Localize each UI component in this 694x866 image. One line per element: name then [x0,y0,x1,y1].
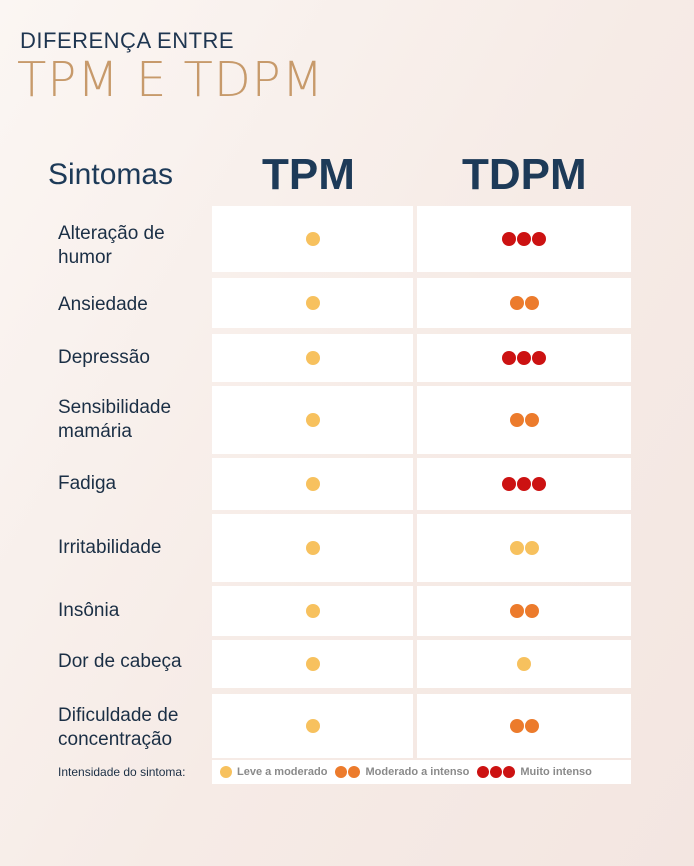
symptom-label: Insônia [58,600,120,621]
pre-title: DIFERENÇA ENTRE [20,28,235,53]
tdpm-intensity-dot [532,232,546,246]
tpm-intensity-dot [305,413,320,427]
symptom-label: Irritabilidade [58,537,162,558]
tdpm-intensity-dot [509,541,524,555]
tdpm-intensity-dot [524,413,539,427]
legend-text-moderado: Moderado a intenso [365,766,470,778]
legend-text-leve: Leve a moderado [237,766,328,778]
tpm-intensity-cell [212,694,413,758]
table-row: Irritabilidade [0,514,694,582]
legend-dot-muito [490,766,503,778]
symptom-label: Depressão [58,347,150,368]
symptom-label: Sensibilidade mamária [58,397,172,442]
tdpm-intensity-cell [417,458,631,510]
column-header-symptoms: Sintomas [48,158,174,191]
tdpm-intensity-cell [417,586,631,636]
tpm-intensity-dot [305,296,320,310]
tdpm-intensity-dot [502,232,516,246]
tdpm-intensity-dot [517,351,531,365]
tpm-intensity-cell [212,386,413,454]
table-row: Alteração de humor [0,206,694,272]
tdpm-intensity-dot [509,296,524,310]
tdpm-intensity-dot [524,719,539,733]
table-row: Depressão [0,334,694,382]
tdpm-intensity-cell [417,278,631,328]
tpm-intensity-dot [305,719,320,733]
legend-dot-muito [477,766,490,778]
symptom-label: Dificuldade de concentração [58,705,179,750]
legend-item-moderado: Moderado a intenso [335,766,469,778]
tdpm-intensity-dot [524,296,539,310]
tdpm-intensity-cell [417,386,631,454]
legend-item-leve: Leve a moderado [220,766,327,778]
legend-dot-leve [220,766,232,778]
tdpm-intensity-cell [417,694,631,758]
main-title: TPM E TDPM [17,52,325,108]
tpm-intensity-dot [305,351,320,365]
table-row: Fadiga [0,458,694,510]
tpm-intensity-dot [305,232,320,246]
tdpm-intensity-cell [417,640,631,688]
legend-dot-moderado [348,766,361,778]
legend-dot-moderado [335,766,348,778]
tpm-intensity-cell [212,206,413,272]
legend-box: Leve a moderado Moderado a intenso Muito… [212,760,631,784]
tdpm-intensity-cell [417,206,631,272]
tdpm-intensity-dot [524,604,539,618]
tpm-intensity-cell [212,514,413,582]
legend-text-muito: Muito intenso [520,766,592,778]
table-row: Insônia [0,586,694,636]
table-row: Ansiedade [0,278,694,328]
column-header-tdpm: TDPM [462,150,587,199]
tdpm-intensity-dot [517,232,531,246]
tdpm-intensity-dot [502,351,516,365]
tdpm-intensity-dot [509,413,524,427]
tpm-intensity-dot [305,604,320,618]
symptom-label: Fadiga [58,473,117,494]
tpm-intensity-dot [305,477,320,491]
tdpm-intensity-dot [532,351,546,365]
table-row: Dificuldade de concentração [0,694,694,758]
tdpm-intensity-dot [517,657,531,671]
tdpm-intensity-cell [417,334,631,382]
tpm-intensity-cell [212,586,413,636]
tpm-intensity-cell [212,334,413,382]
tpm-intensity-cell [212,458,413,510]
tdpm-intensity-dot [509,604,524,618]
symptom-label: Alteração de humor [58,223,165,268]
tdpm-intensity-dot [502,477,516,491]
tpm-intensity-cell [212,640,413,688]
table-row: Sensibilidade mamária [0,386,694,454]
tpm-intensity-dot [305,657,320,671]
legend-item-muito: Muito intenso [477,766,592,778]
tdpm-intensity-cell [417,514,631,582]
column-header-tpm: TPM [262,150,355,199]
tpm-intensity-cell [212,278,413,328]
symptom-label: Ansiedade [58,294,148,315]
tdpm-intensity-dot [524,541,539,555]
tdpm-intensity-dot [517,477,531,491]
tpm-intensity-dot [305,541,320,555]
legend-label: Intensidade do sintoma: [58,765,186,779]
legend: Intensidade do sintoma: Leve a moderado … [0,760,694,784]
legend-dot-muito [503,766,516,778]
symptom-label: Dor de cabeça [58,651,182,672]
tdpm-intensity-dot [509,719,524,733]
tdpm-intensity-dot [532,477,546,491]
table-row: Dor de cabeça [0,640,694,688]
